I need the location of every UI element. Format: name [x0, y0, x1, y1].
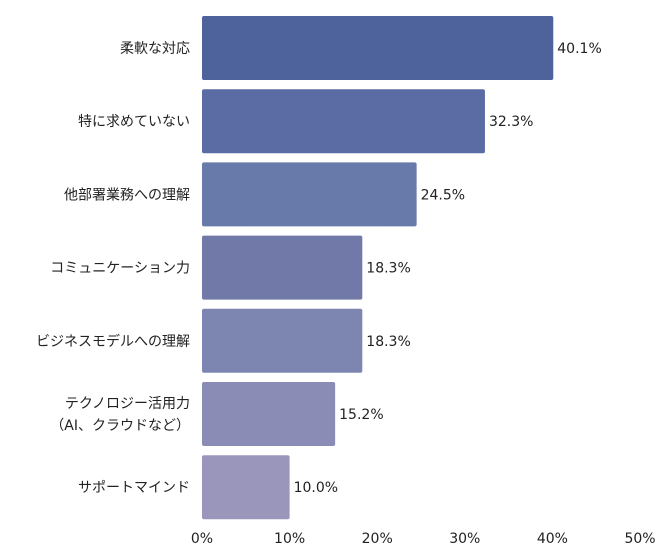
value-label-0: 40.1% [557, 41, 601, 57]
category-label-3: コミュニケーション力 [50, 261, 190, 277]
x-tick-label-3: 30% [449, 531, 480, 547]
category-label-0: 柔軟な対応 [120, 41, 190, 57]
value-label-5: 15.2% [339, 407, 383, 423]
bar-1 [202, 89, 485, 154]
category-label-6: サポートマインド [78, 480, 190, 496]
category-label-5-line-1: （AI、クラウドなど） [50, 418, 190, 434]
x-tick-label-1: 10% [274, 531, 305, 547]
bar-4 [202, 308, 363, 373]
x-tick-label-0: 0% [191, 531, 213, 547]
x-tick-label-4: 40% [537, 531, 568, 547]
bar-0 [202, 16, 554, 80]
bar-2 [202, 162, 417, 227]
bar-5 [202, 382, 336, 446]
x-tick-label-5: 50% [624, 531, 655, 547]
value-label-1: 32.3% [489, 114, 533, 130]
bar-3 [202, 235, 363, 300]
x-tick-label-2: 20% [362, 531, 393, 547]
bar-6 [202, 455, 290, 520]
category-label-2: 他部署業務への理解 [64, 187, 190, 203]
value-label-6: 10.0% [294, 480, 338, 496]
category-label-5-line-0: テクノロジー活用力 [65, 396, 190, 412]
category-label-4: ビジネスモデルへの理解 [36, 333, 190, 350]
value-label-4: 18.3% [366, 334, 410, 350]
value-label-3: 18.3% [366, 261, 410, 277]
category-label-1: 特に求めていない [78, 114, 190, 130]
value-label-2: 24.5% [421, 187, 465, 203]
